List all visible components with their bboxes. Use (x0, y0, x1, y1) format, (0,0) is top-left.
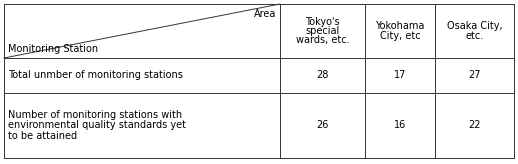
Text: Monitoring Station: Monitoring Station (8, 44, 98, 54)
Text: Tokyo's: Tokyo's (305, 17, 340, 27)
Text: 28: 28 (316, 71, 329, 81)
Text: Osaka City,: Osaka City, (447, 21, 502, 31)
Text: City, etc: City, etc (380, 31, 420, 41)
Text: 22: 22 (468, 121, 481, 131)
Text: wards, etc.: wards, etc. (296, 35, 349, 45)
Text: Total unmber of monitoring stations: Total unmber of monitoring stations (8, 71, 183, 81)
Text: environmental quality standards yet: environmental quality standards yet (8, 121, 186, 131)
Text: 27: 27 (468, 71, 481, 81)
Text: special: special (306, 26, 340, 36)
Text: to be attained: to be attained (8, 131, 77, 141)
Text: 16: 16 (394, 121, 406, 131)
Text: Number of monitoring stations with: Number of monitoring stations with (8, 110, 182, 120)
Text: 17: 17 (394, 71, 406, 81)
Text: Yokohama: Yokohama (376, 21, 425, 31)
Text: 26: 26 (316, 121, 329, 131)
Text: Area: Area (254, 9, 276, 19)
Text: etc.: etc. (465, 31, 484, 41)
